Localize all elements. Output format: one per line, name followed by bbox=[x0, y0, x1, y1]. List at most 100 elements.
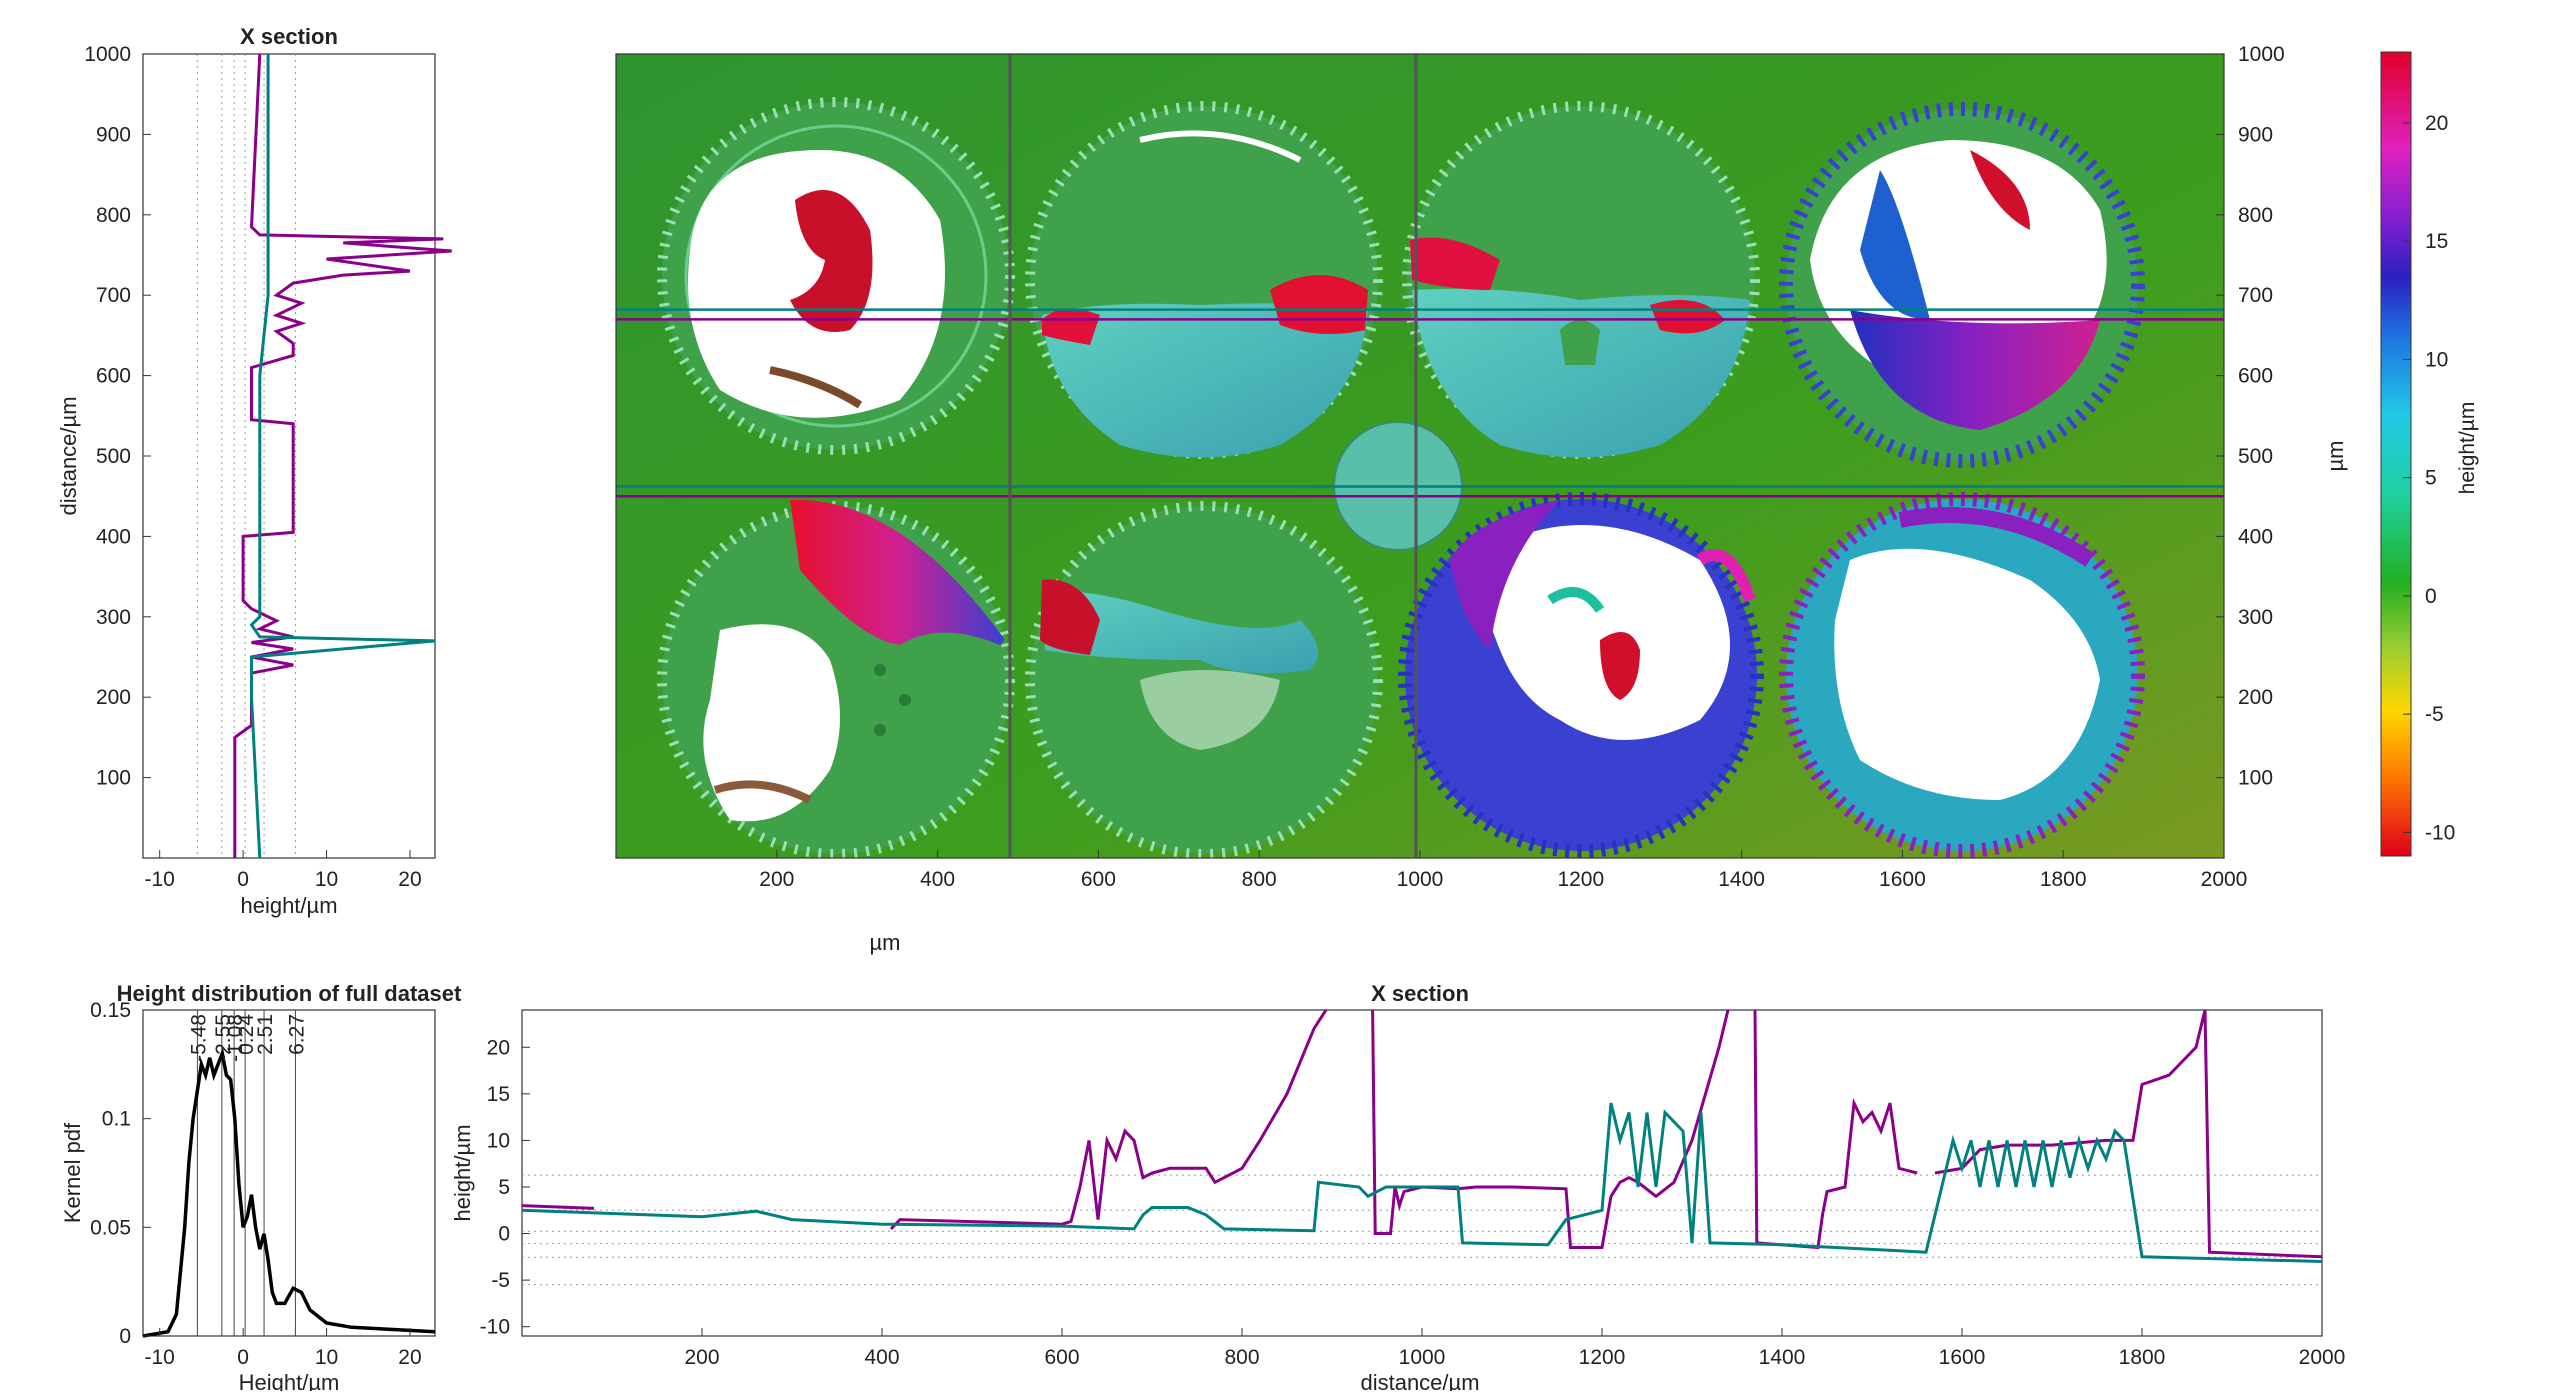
pdf-xlabel: Height/µm bbox=[239, 1370, 340, 1391]
bottom-section-panel: 200 400 600 800 1000 1200 1400 1600 1800 2000 -10… bbox=[450, 981, 2346, 1395]
left-y-tick-label: 600 bbox=[96, 365, 131, 388]
left-y-tick-label: 300 bbox=[96, 606, 131, 629]
map-y-tick-label: 400 bbox=[2238, 525, 2273, 548]
left-section-panel: -10 0 10 20 100 200 300 400 500 600 700 800 900 1000… bbox=[56, 24, 452, 918]
bottom-section-ylabel: height/µm bbox=[450, 1124, 475, 1221]
colorbar-tick-label: 0 bbox=[2425, 585, 2437, 608]
bottom-section-title: X section bbox=[1371, 981, 1469, 1006]
well-bottom-2 bbox=[1025, 501, 1383, 858]
bottom-x-tick-label: 2000 bbox=[2299, 1346, 2346, 1369]
bottom-y-tick-label: 20 bbox=[487, 1036, 510, 1059]
map-y-tick-label: 200 bbox=[2238, 686, 2273, 709]
left-x-tick-label: 20 bbox=[398, 868, 421, 891]
left-series-magenta bbox=[233, 53, 452, 858]
colorbar bbox=[2380, 51, 2412, 857]
bottom-x-tick-label: 1000 bbox=[1399, 1346, 1446, 1369]
left-y-tick-label: 900 bbox=[96, 123, 131, 146]
bottom-y-tick-label: 5 bbox=[498, 1176, 510, 1199]
bottom-section-xlabel: distance/µm bbox=[1360, 1370, 1479, 1391]
map-x-tick-label: 800 bbox=[1242, 868, 1277, 891]
colorbar-tick-label: -5 bbox=[2425, 703, 2444, 726]
pdf-ylabel: Kernel pdf bbox=[60, 1122, 85, 1223]
map-y-tick-label: 700 bbox=[2238, 284, 2273, 307]
pdf-stat-label: -5.48 bbox=[187, 1014, 210, 1062]
pdf-x-tick-label: 20 bbox=[398, 1346, 421, 1369]
pdf-curve bbox=[142, 1047, 436, 1338]
bottom-x-tick-label: 1800 bbox=[2119, 1346, 2166, 1369]
bottom-x-tick-label: 200 bbox=[684, 1346, 719, 1369]
map-x-tick-label: 1000 bbox=[1397, 868, 1444, 891]
pdf-panel: -10 0 10 20 0 0.05 0.1 0.15 -5.48 -2.55-1.080.2… bbox=[60, 981, 462, 1395]
map-y-tick-label: 800 bbox=[2238, 204, 2273, 227]
well-bottom-3 bbox=[1398, 492, 1764, 858]
bottom-y-tick-label: 0 bbox=[498, 1223, 510, 1246]
map-x-tick-label: 1400 bbox=[1718, 868, 1765, 891]
pdf-x-tick-label: 0 bbox=[237, 1346, 249, 1369]
well-top-2 bbox=[1025, 101, 1383, 459]
bottom-x-tick-label: 1600 bbox=[1939, 1346, 1986, 1369]
left-y-tick-label: 700 bbox=[96, 284, 131, 307]
bottom-x-tick-label: 400 bbox=[864, 1346, 899, 1369]
map-x-tick-label: 1200 bbox=[1557, 868, 1604, 891]
map-ylabel: µm bbox=[2323, 440, 2348, 471]
map-x-tick-label: 2000 bbox=[2201, 868, 2248, 891]
map-x-tick-label: 200 bbox=[759, 868, 794, 891]
pdf-y-tick-label: 0.15 bbox=[90, 999, 131, 1022]
map-x-tick-label: 400 bbox=[920, 868, 955, 891]
map-y-tick-label: 1000 bbox=[2238, 43, 2285, 66]
pdf-x-tick-label: -10 bbox=[145, 1346, 175, 1369]
left-x-tick-label: -10 bbox=[145, 868, 175, 891]
left-section-ylabel: distance/µm bbox=[56, 396, 81, 515]
colorbar-panel: 20 15 10 5 0 -5 -10 height/µm bbox=[2380, 51, 2479, 857]
map-y-tick-label: 600 bbox=[2238, 365, 2273, 388]
map-y-tick-label: 300 bbox=[2238, 606, 2273, 629]
pdf-stat-label: -1.08 bbox=[224, 1014, 247, 1062]
bottom-y-tick-label: -5 bbox=[491, 1269, 510, 1292]
left-section-title: X section bbox=[240, 24, 338, 49]
bottom-y-tick-label: 10 bbox=[487, 1129, 510, 1152]
map-y-tick-label: 100 bbox=[2238, 767, 2273, 790]
left-x-tick-label: 0 bbox=[237, 868, 249, 891]
left-y-tick-label: 1000 bbox=[84, 43, 131, 66]
pdf-stat-label: 6.27 bbox=[285, 1014, 308, 1055]
left-y-tick-label: 100 bbox=[96, 767, 131, 790]
bottom-series-teal bbox=[522, 1102, 2322, 1263]
bottom-y-tick-label: -10 bbox=[480, 1316, 510, 1339]
pdf-stat-label: 2.51 bbox=[254, 1014, 277, 1055]
colorbar-label: height/µm bbox=[2456, 402, 2479, 495]
map-y-tick-label: 900 bbox=[2238, 123, 2273, 146]
left-x-tick-label: 10 bbox=[315, 868, 338, 891]
map-x-tick-label: 1800 bbox=[2040, 868, 2087, 891]
map-x-tick-label: 1600 bbox=[1879, 868, 1926, 891]
well-top-1 bbox=[657, 97, 1015, 455]
colorbar-tick-label: 20 bbox=[2425, 112, 2448, 135]
left-y-tick-label: 800 bbox=[96, 204, 131, 227]
left-y-tick-label: 200 bbox=[96, 686, 131, 709]
map-y-tick-label: 500 bbox=[2238, 445, 2273, 468]
left-y-tick-label: 400 bbox=[96, 525, 131, 548]
well-bottom-4 bbox=[1779, 492, 2145, 858]
pdf-y-tick-label: 0.1 bbox=[102, 1108, 131, 1131]
bottom-x-tick-label: 600 bbox=[1044, 1346, 1079, 1369]
bottom-x-tick-label: 1200 bbox=[1579, 1346, 1626, 1369]
bottom-y-tick-label: 15 bbox=[487, 1083, 510, 1106]
colorbar-tick-label: -10 bbox=[2425, 821, 2455, 844]
colorbar-tick-label: 15 bbox=[2425, 230, 2448, 253]
well-top-4 bbox=[1779, 102, 2145, 468]
well-top-3 bbox=[1402, 101, 1760, 459]
pdf-stat-label: 0.24 bbox=[235, 1014, 258, 1055]
left-y-tick-label: 500 bbox=[96, 445, 131, 468]
colorbar-tick-label: 10 bbox=[2425, 348, 2448, 371]
left-section-axes bbox=[142, 53, 436, 859]
left-section-xlabel: height/µm bbox=[240, 893, 337, 918]
map-xlabel: µm bbox=[869, 930, 900, 955]
left-series-teal bbox=[249, 54, 436, 859]
bottom-x-tick-label: 1400 bbox=[1759, 1346, 1806, 1369]
pdf-y-tick-label: 0 bbox=[119, 1325, 131, 1348]
height-map-panel: 200 400 600 800 1000 1200 1400 1600 1800 2000 100… bbox=[615, 43, 2348, 955]
pdf-title: Height distribution of full dataset bbox=[117, 981, 462, 1006]
map-x-tick-label: 600 bbox=[1081, 868, 1116, 891]
bottom-x-tick-label: 800 bbox=[1224, 1346, 1259, 1369]
pdf-axes bbox=[142, 1009, 436, 1337]
